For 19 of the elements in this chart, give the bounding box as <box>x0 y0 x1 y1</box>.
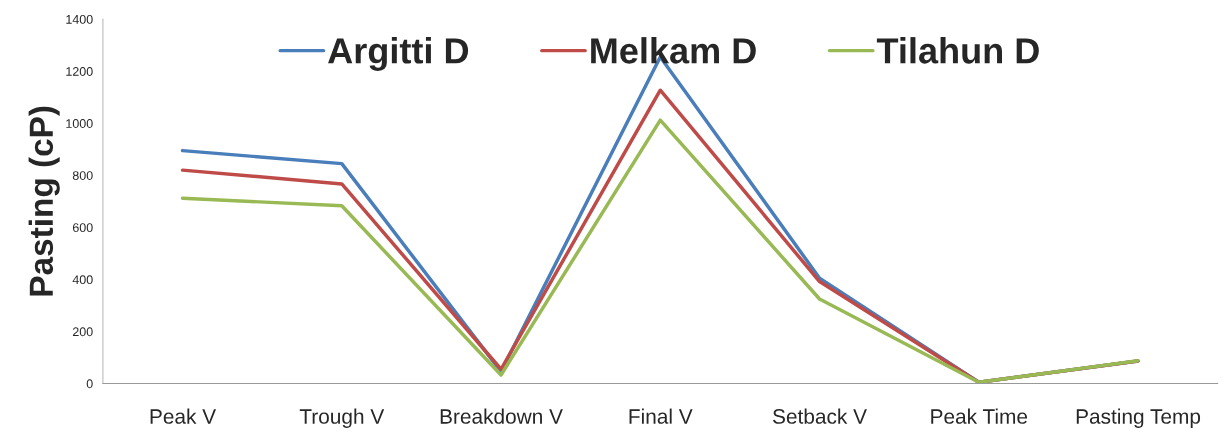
y-axis-title: Pasting (cP) <box>28 106 60 296</box>
y-tick-label: 1200 <box>66 67 93 76</box>
x-tick-label: Peak Time <box>931 408 1028 424</box>
x-tick-label: Trough V <box>299 408 385 428</box>
y-tick-label: 200 <box>72 327 93 337</box>
x-tick-label: Setback V <box>772 408 867 424</box>
legend-label: Tilahun D <box>876 37 1039 64</box>
y-tick-label: 1000 <box>66 119 93 128</box>
y-tick-label: 600 <box>72 223 93 233</box>
legend-label: Melkam D <box>591 37 756 64</box>
y-tick-label: 800 <box>72 171 93 180</box>
y-tick-label: 1400 <box>66 14 93 24</box>
legend-label: Argitti D <box>328 37 469 71</box>
x-tick-label: Final V <box>629 408 693 424</box>
y-tick-label: 400 <box>72 275 93 285</box>
x-tick-label: Peak V <box>150 408 217 424</box>
x-tick-label: Breakdown V <box>440 408 563 424</box>
x-tick-label: Pasting Temp <box>1076 408 1201 428</box>
y-tick-label: 0 <box>86 379 93 389</box>
